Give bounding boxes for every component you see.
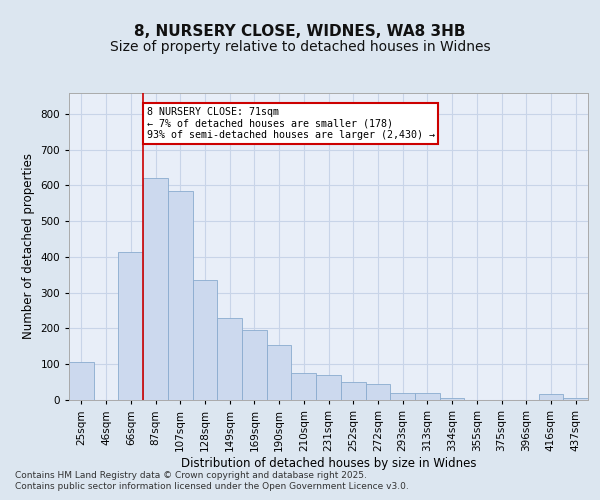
Text: Size of property relative to detached houses in Widnes: Size of property relative to detached ho… — [110, 40, 490, 54]
Bar — [118, 252, 143, 400]
Bar — [341, 382, 365, 400]
Bar — [217, 318, 242, 400]
Bar — [316, 375, 341, 400]
Bar — [267, 344, 292, 400]
Bar — [390, 393, 415, 400]
Text: Contains HM Land Registry data © Crown copyright and database right 2025.
Contai: Contains HM Land Registry data © Crown c… — [15, 472, 409, 490]
Bar — [242, 330, 267, 400]
Text: 8, NURSERY CLOSE, WIDNES, WA8 3HB: 8, NURSERY CLOSE, WIDNES, WA8 3HB — [134, 24, 466, 38]
Text: 8 NURSERY CLOSE: 71sqm
← 7% of detached houses are smaller (178)
93% of semi-det: 8 NURSERY CLOSE: 71sqm ← 7% of detached … — [147, 107, 435, 140]
Bar — [143, 178, 168, 400]
Y-axis label: Number of detached properties: Number of detached properties — [22, 153, 35, 339]
Bar — [365, 384, 390, 400]
Bar — [168, 191, 193, 400]
Bar — [193, 280, 217, 400]
X-axis label: Distribution of detached houses by size in Widnes: Distribution of detached houses by size … — [181, 456, 476, 469]
Bar — [69, 362, 94, 400]
Bar — [292, 373, 316, 400]
Bar — [539, 394, 563, 400]
Bar — [440, 398, 464, 400]
Bar — [415, 393, 440, 400]
Bar — [563, 398, 588, 400]
